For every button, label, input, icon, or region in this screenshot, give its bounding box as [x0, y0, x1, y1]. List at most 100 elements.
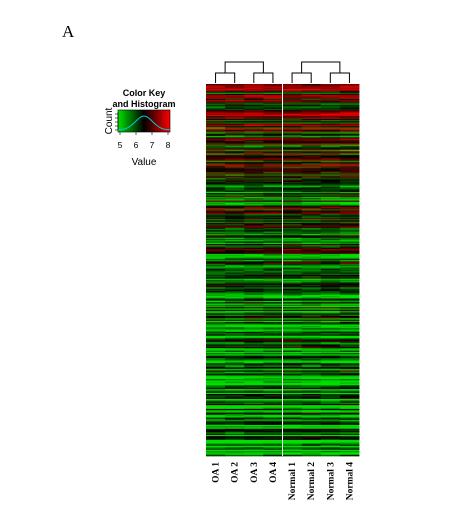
heatmap-cell [206, 163, 226, 165]
heatmap-cell [282, 90, 303, 92]
heatmap-cell [301, 387, 322, 390]
heatmap-cell [339, 298, 360, 301]
heatmap-cell [263, 184, 283, 187]
heatmap-cell [225, 95, 245, 97]
heatmap-cell [244, 215, 264, 218]
heatmap-cell [244, 387, 264, 390]
heatmap-cell [244, 284, 264, 287]
heatmap-cell [206, 289, 226, 292]
heatmap-cell [282, 392, 303, 395]
heatmap-cell [320, 212, 341, 215]
heatmap-cell [320, 186, 341, 189]
heatmap-cell [282, 157, 303, 159]
heatmap-cell [320, 412, 341, 415]
heatmap-cell [263, 98, 283, 101]
heatmap-cell [206, 247, 226, 250]
heatmap-cell [263, 276, 283, 278]
heatmap-cell [301, 315, 322, 318]
heatmap-cell [339, 358, 360, 360]
heatmap-cell [225, 375, 245, 377]
heatmap-cell [301, 395, 322, 397]
heatmap-cell [244, 447, 264, 449]
heatmap-cell [206, 272, 226, 275]
heatmap-cell [225, 212, 245, 215]
heatmap-cell [206, 173, 226, 175]
heatmap-cell [301, 367, 322, 370]
heatmap-cell [282, 177, 303, 179]
heatmap-cell [263, 307, 283, 309]
heatmap-cell [206, 235, 226, 237]
heatmap-cell [301, 278, 322, 281]
heatmap-cell [263, 412, 283, 415]
heatmap-cell [225, 451, 245, 453]
heatmap-cell [225, 384, 245, 386]
heatmap-cell [301, 443, 322, 446]
heatmap-cell [263, 394, 283, 396]
heatmap-cell [225, 255, 245, 257]
heatmap-cell [339, 246, 360, 249]
heatmap-cell [244, 194, 264, 196]
heatmap-cell [282, 242, 303, 245]
heatmap-cell [282, 448, 303, 451]
heatmap-cell [301, 144, 322, 147]
heatmap-cell [263, 350, 283, 353]
heatmap-cell [339, 376, 360, 379]
heatmap-cell [339, 147, 360, 149]
heatmap-cell [263, 112, 283, 115]
heatmap-cell [320, 242, 341, 245]
heatmap-cell [225, 433, 245, 436]
heatmap-cell [263, 329, 283, 332]
heatmap-cell [225, 169, 245, 172]
heatmap-cell [282, 341, 303, 344]
heatmap-cell [263, 106, 283, 108]
heatmap-cell [244, 382, 264, 385]
heatmap-cell [225, 392, 245, 395]
heatmap-cell [244, 279, 264, 282]
heatmap-cell [282, 391, 303, 394]
heatmap-cell [320, 355, 341, 358]
heatmap-cell [320, 365, 341, 368]
heatmap-cell [263, 195, 283, 198]
heatmap-cell [225, 196, 245, 199]
heatmap-cell [301, 349, 322, 351]
heatmap-cell [244, 231, 264, 234]
heatmap-cell [320, 340, 341, 343]
heatmap-cell [339, 308, 360, 311]
heatmap-cell [282, 191, 303, 194]
heatmap-cell [244, 263, 264, 266]
heatmap-cell [301, 291, 322, 293]
heatmap-cell [282, 431, 303, 433]
heatmap-cell [301, 438, 322, 441]
heatmap-cell [339, 253, 360, 256]
heatmap-cell [225, 110, 245, 112]
heatmap-cell [225, 401, 245, 404]
heatmap-cell [320, 413, 341, 416]
heatmap-cell [320, 324, 341, 327]
heatmap-cell [225, 126, 245, 128]
heatmap-cell [339, 191, 360, 194]
heatmap-cell [263, 325, 283, 328]
heatmap-cell [301, 128, 322, 131]
heatmap-cell [320, 231, 341, 234]
heatmap-cell [301, 422, 322, 425]
heatmap-cell [320, 287, 341, 289]
heatmap-cell [320, 215, 341, 218]
heatmap-cell [320, 369, 341, 371]
heatmap-cell [282, 294, 303, 297]
heatmap-cell [282, 169, 303, 172]
heatmap-cell [301, 293, 322, 296]
heatmap-cell [282, 252, 303, 255]
heatmap-cell [263, 369, 283, 371]
heatmap-cell [263, 405, 283, 407]
heatmap-cell [263, 407, 283, 410]
heatmap-cell [244, 396, 264, 399]
heatmap-cell [225, 224, 245, 226]
heatmap-cell [206, 308, 226, 311]
heatmap-cell [263, 107, 283, 110]
heatmap-cell [339, 250, 360, 252]
heatmap-cell [263, 341, 283, 344]
heatmap-cell [301, 203, 322, 205]
heatmap-cell [225, 146, 245, 148]
heatmap-cell [225, 256, 245, 258]
heatmap-cell [225, 403, 245, 406]
